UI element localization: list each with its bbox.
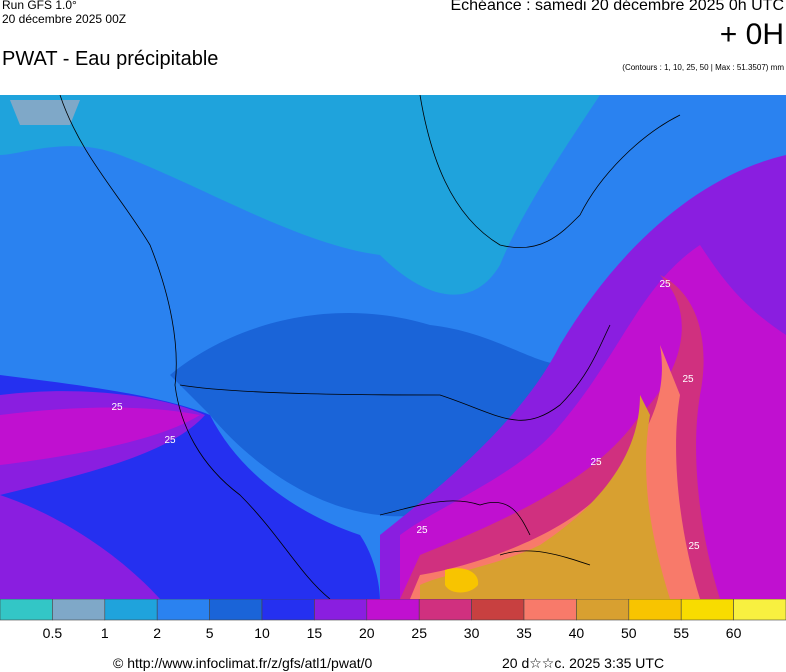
- legend-label: 5: [206, 625, 214, 639]
- legend-label: 1: [101, 625, 109, 639]
- lead-time: + 0H: [719, 18, 784, 51]
- contour-label: 25: [111, 402, 123, 413]
- legend-swatch: [680, 599, 734, 621]
- legend: 0.5 1 2 5 10 15 20 25 30 35 40 50 55 60: [0, 599, 786, 639]
- contours-note: (Contours : 1, 10, 25, 50 | Max : 51.350…: [622, 63, 784, 72]
- legend-label: 30: [464, 625, 480, 639]
- contour-label: 25: [590, 457, 602, 468]
- legend-label: 40: [569, 625, 585, 639]
- map: 25 25 25 25 25 25 25: [0, 95, 786, 599]
- legend-swatch: [733, 599, 786, 621]
- legend-swatch: [261, 599, 315, 621]
- very-dry-region: [10, 100, 80, 125]
- contour-label: 25: [416, 525, 428, 536]
- legend-swatch: [314, 599, 368, 621]
- region: [0, 407, 200, 465]
- region: [445, 568, 479, 593]
- dry-region: [0, 95, 600, 295]
- contour-label: 25: [688, 541, 700, 552]
- legend-label: 2: [153, 625, 161, 639]
- legend-label: 15: [307, 625, 323, 639]
- legend-swatch: [156, 599, 210, 621]
- region: [0, 495, 160, 599]
- region: [420, 395, 670, 599]
- legend-label: 25: [411, 625, 427, 639]
- coastlines: [59, 95, 681, 599]
- source: © http://www.infoclimat.fr/z/gfs/atl1/pw…: [113, 655, 373, 671]
- legend-swatch: [104, 599, 158, 621]
- run-label: Run GFS 1.0°: [2, 0, 77, 12]
- legend-label: 50: [621, 625, 637, 639]
- contour-label: 25: [164, 435, 176, 446]
- legend-label: 55: [673, 625, 689, 639]
- title: PWAT - Eau précipitable: [2, 48, 219, 70]
- valid-time: Echéance : samedi 20 décembre 2025 0h UT…: [450, 0, 784, 14]
- legend-label: 10: [254, 625, 270, 639]
- contour-label: 25: [682, 374, 694, 385]
- legend-swatch: [523, 599, 577, 621]
- legend-swatch: [576, 599, 630, 621]
- generated-time: 20 d☆☆c. 2025 3:35 UTC: [502, 655, 665, 671]
- contour-label: 25: [659, 279, 671, 290]
- legend-swatch: [209, 599, 263, 621]
- legend-label: 0.5: [43, 625, 63, 639]
- legend-swatch: [471, 599, 525, 621]
- legend-swatch: [0, 599, 53, 621]
- legend-label: 60: [726, 625, 742, 639]
- run-date: 20 décembre 2025 00Z: [2, 12, 127, 26]
- legend-swatch: [52, 599, 106, 621]
- legend-label: 20: [359, 625, 375, 639]
- legend-swatch: [366, 599, 420, 621]
- legend-swatch: [628, 599, 682, 621]
- legend-label: 35: [516, 625, 532, 639]
- legend-swatch: [418, 599, 472, 621]
